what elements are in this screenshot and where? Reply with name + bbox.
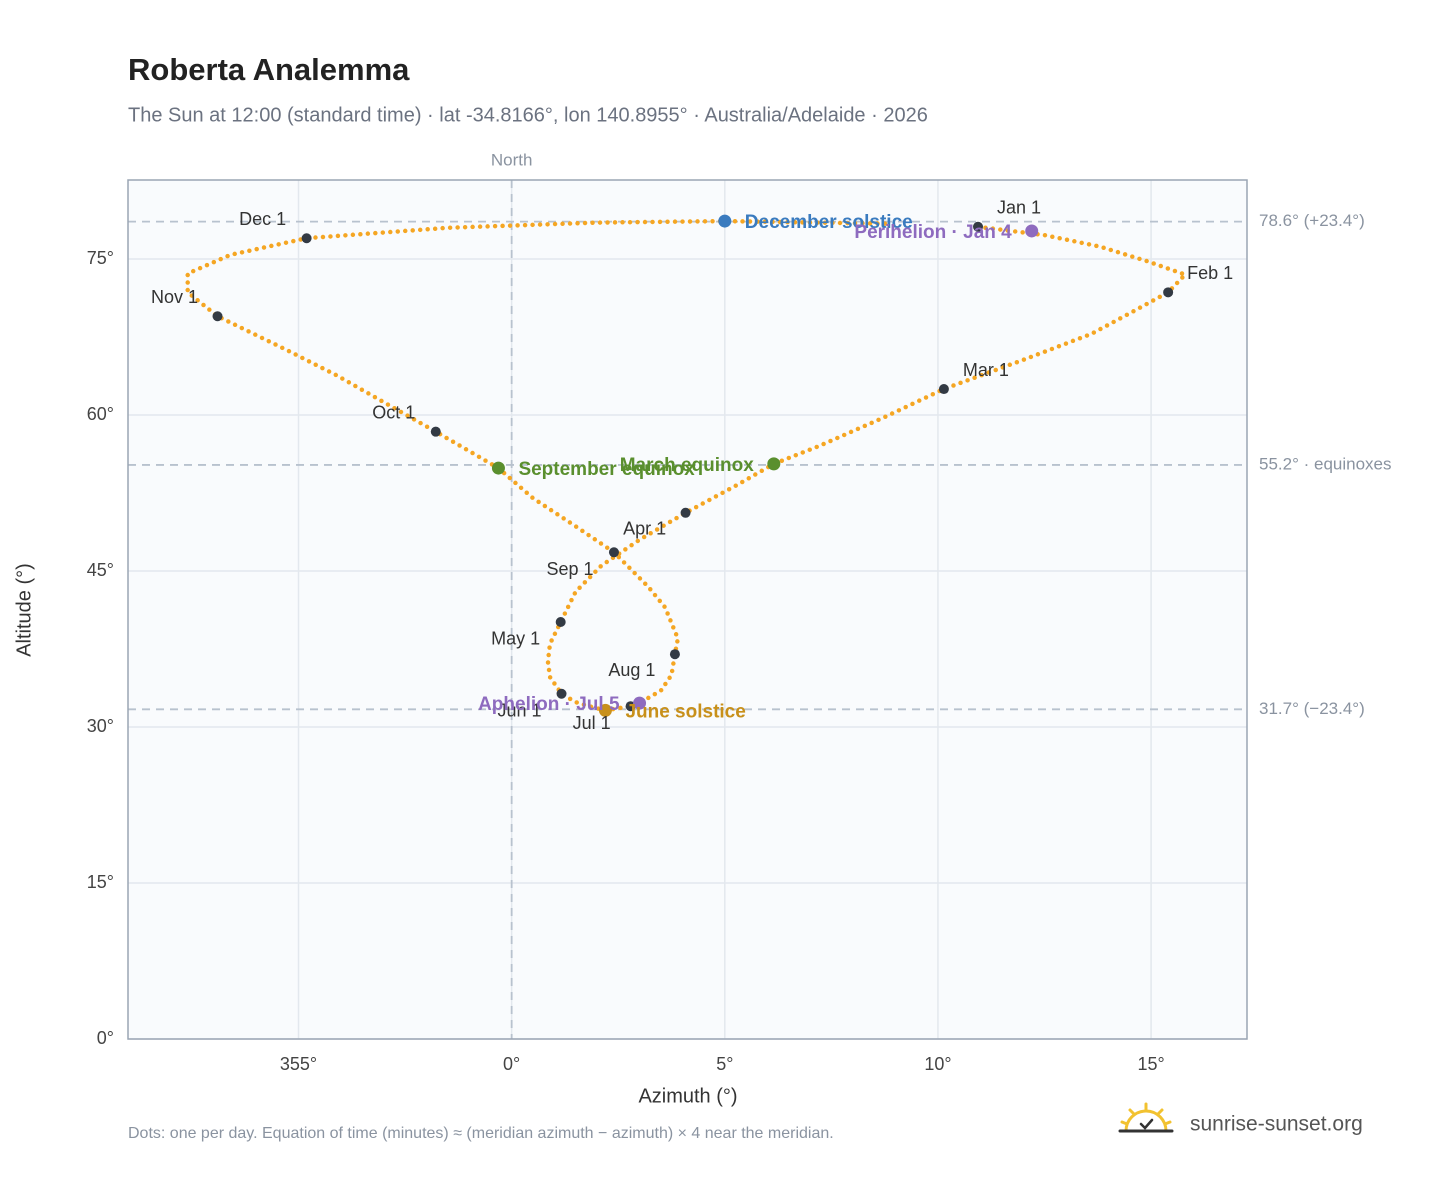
event-marker [633, 696, 647, 710]
month-label: Jan 1 [997, 198, 1041, 218]
month-label: Mar 1 [963, 360, 1009, 380]
y-axis-label: Altitude (°) [13, 563, 35, 657]
month-marker [301, 233, 312, 244]
month-marker [669, 649, 680, 660]
event-marker [718, 214, 732, 228]
month-marker [212, 311, 223, 322]
x-tick-label: 10° [924, 1054, 951, 1074]
reference-label: 31.7° (−23.4°) [1259, 699, 1365, 718]
x-tick-label: 355° [280, 1054, 317, 1074]
y-tick-label: 75° [87, 248, 114, 268]
chart-title: Roberta Analemma [128, 52, 410, 87]
event-marker [1025, 224, 1039, 238]
x-tick-label: 0° [503, 1054, 520, 1074]
brand: sunrise-sunset.org [1190, 1113, 1363, 1136]
event-label: Perihelion · Jan 4 [854, 222, 1012, 243]
marks [185, 214, 1188, 717]
month-marker [938, 384, 949, 395]
event-marker [767, 457, 781, 471]
x-axis-label: Azimuth (°) [638, 1085, 737, 1107]
month-label: Aug 1 [608, 660, 655, 680]
month-marker [680, 507, 691, 518]
brand-logo [1118, 1102, 1174, 1133]
month-marker [1163, 287, 1174, 298]
month-marker [556, 688, 567, 699]
month-label: Feb 1 [1187, 263, 1233, 283]
y-tick-label: 30° [87, 716, 114, 736]
chart-subtitle: The Sun at 12:00 (standard time) · lat -… [128, 104, 928, 126]
month-label: Dec 1 [239, 209, 286, 229]
month-label: Nov 1 [151, 287, 198, 307]
event-label: June solstice [625, 701, 745, 722]
event-label: December solstice [745, 212, 913, 233]
meridian-label: North [491, 150, 533, 169]
event-label: March equinox [620, 455, 755, 476]
event-marker [491, 461, 505, 475]
y-tick-label: 60° [87, 404, 114, 424]
event-label: September equinox [518, 459, 695, 480]
month-marker [555, 616, 566, 627]
month-label: Sep 1 [546, 559, 593, 579]
event-marker [598, 703, 612, 717]
reference-label: 78.6° (+23.4°) [1259, 211, 1365, 230]
x-tick-label: 5° [716, 1054, 733, 1074]
month-marker [430, 426, 441, 437]
month-marker [608, 547, 619, 558]
reference-label: 55.2° · equinoxes [1259, 454, 1392, 473]
y-tick-label: 0° [97, 1028, 114, 1048]
plot-area [128, 180, 1247, 1039]
event-label: Aphelion · Jul 5 [478, 694, 620, 715]
month-label: Jun 1 [498, 700, 542, 720]
month-label: Oct 1 [372, 402, 415, 422]
month-marker [973, 221, 984, 232]
plot-frame [127, 179, 1248, 1040]
footnote: Dots: one per day. Equation of time (min… [128, 1125, 834, 1142]
month-label: May 1 [491, 629, 540, 649]
x-tick-label: 15° [1137, 1054, 1164, 1074]
y-tick-label: 15° [87, 872, 114, 892]
y-tick-label: 45° [87, 560, 114, 580]
month-label: Apr 1 [623, 519, 666, 539]
month-label: Jul 1 [573, 713, 611, 733]
